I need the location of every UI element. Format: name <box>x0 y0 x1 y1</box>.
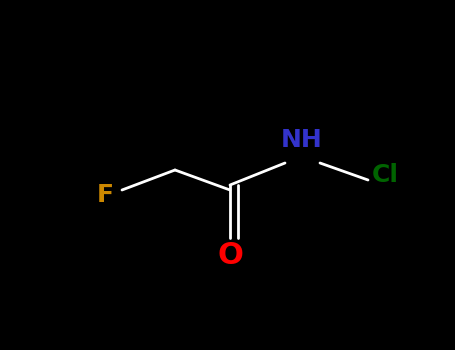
Text: O: O <box>217 240 243 270</box>
Text: Cl: Cl <box>371 163 399 187</box>
Text: NH: NH <box>281 128 323 152</box>
Text: F: F <box>96 183 113 207</box>
